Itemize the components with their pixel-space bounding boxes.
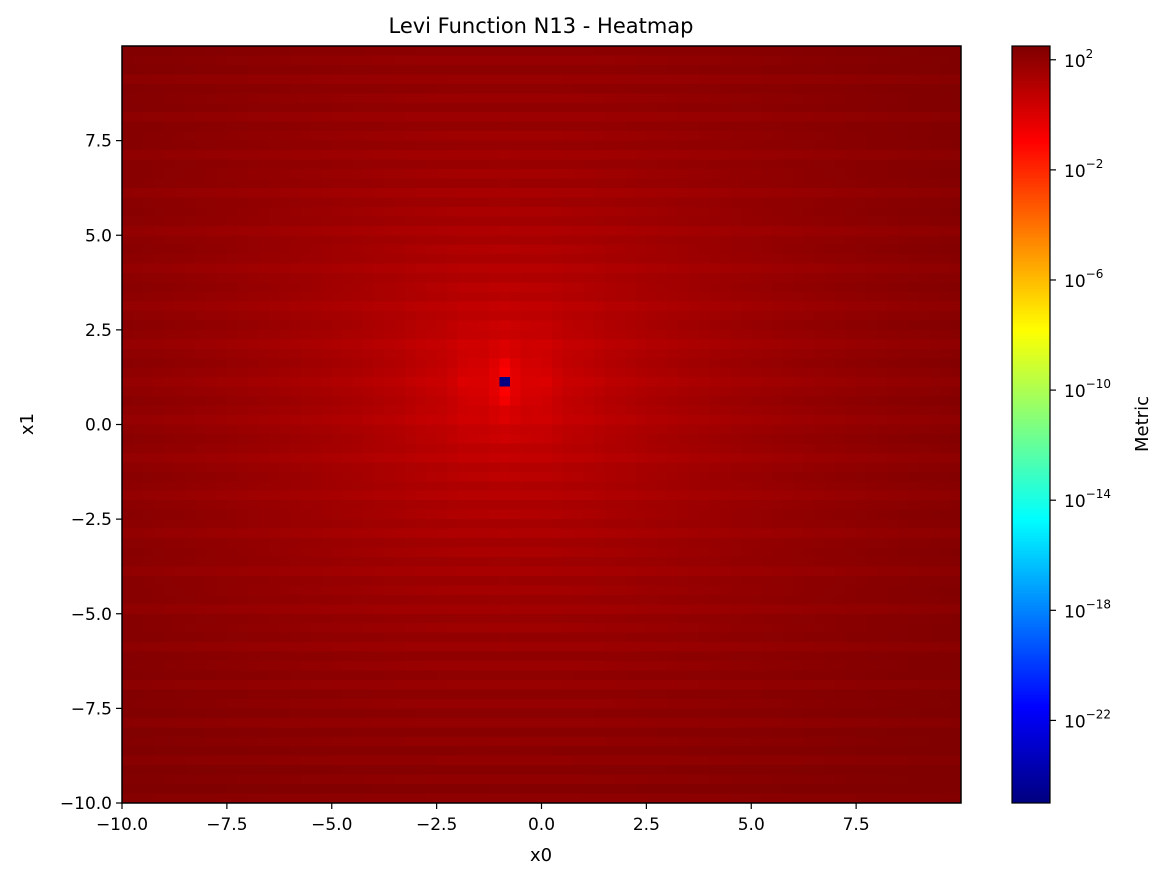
y-tick-label: −7.5 — [71, 699, 112, 719]
colorbar-frame — [1011, 45, 1051, 804]
colorbar-tick-label: 10−10 — [1064, 377, 1111, 402]
y-tick-label: 2.5 — [85, 321, 112, 341]
colorbar-tick-label: 10−14 — [1064, 487, 1111, 512]
x-tick-label: 5.0 — [738, 815, 765, 835]
x-tick-label: −5.0 — [311, 815, 352, 835]
x-axis-label: x0 — [530, 845, 552, 866]
x-tick-label: −2.5 — [416, 815, 457, 835]
colorbar-tick-label: 10−22 — [1064, 707, 1111, 732]
colorbar-tick-label: 10−18 — [1064, 597, 1111, 622]
colorbar-tick-label: 10−6 — [1064, 267, 1103, 292]
colorbar-tick-label: 102 — [1064, 47, 1093, 72]
plot-frame — [121, 45, 962, 804]
x-tick-label: 0.0 — [528, 815, 555, 835]
x-tick-label: 2.5 — [633, 815, 660, 835]
x-tick-label: −10.0 — [96, 815, 148, 835]
chart-title: Levi Function N13 - Heatmap — [388, 14, 693, 38]
y-axis-label: x1 — [17, 413, 38, 435]
y-tick-label: 7.5 — [85, 132, 112, 152]
colorbar-tick-label: 10−2 — [1064, 157, 1103, 182]
colorbar-gradient — [1012, 46, 1050, 803]
y-tick-label: −2.5 — [71, 510, 112, 530]
y-tick-label: 5.0 — [85, 226, 112, 246]
x-axis-ticks: −10.0 −7.5 −5.0 −2.5 0.0 2.5 5.0 7.5 — [96, 803, 870, 835]
heatmap-image — [122, 46, 961, 803]
y-tick-label: 0.0 — [85, 416, 112, 436]
y-tick-label: −10.0 — [60, 794, 112, 814]
y-axis-ticks: −10.0 −7.5 −5.0 −2.5 0.0 2.5 5.0 7.5 — [60, 132, 122, 814]
colorbar-label: Metric — [1132, 396, 1153, 452]
x-tick-label: 7.5 — [843, 815, 870, 835]
x-tick-label: −7.5 — [206, 815, 247, 835]
y-tick-label: −5.0 — [71, 605, 112, 625]
colorbar-ticks: 102 10−2 10−6 10−10 10−14 10−18 10−22 — [1050, 47, 1111, 732]
